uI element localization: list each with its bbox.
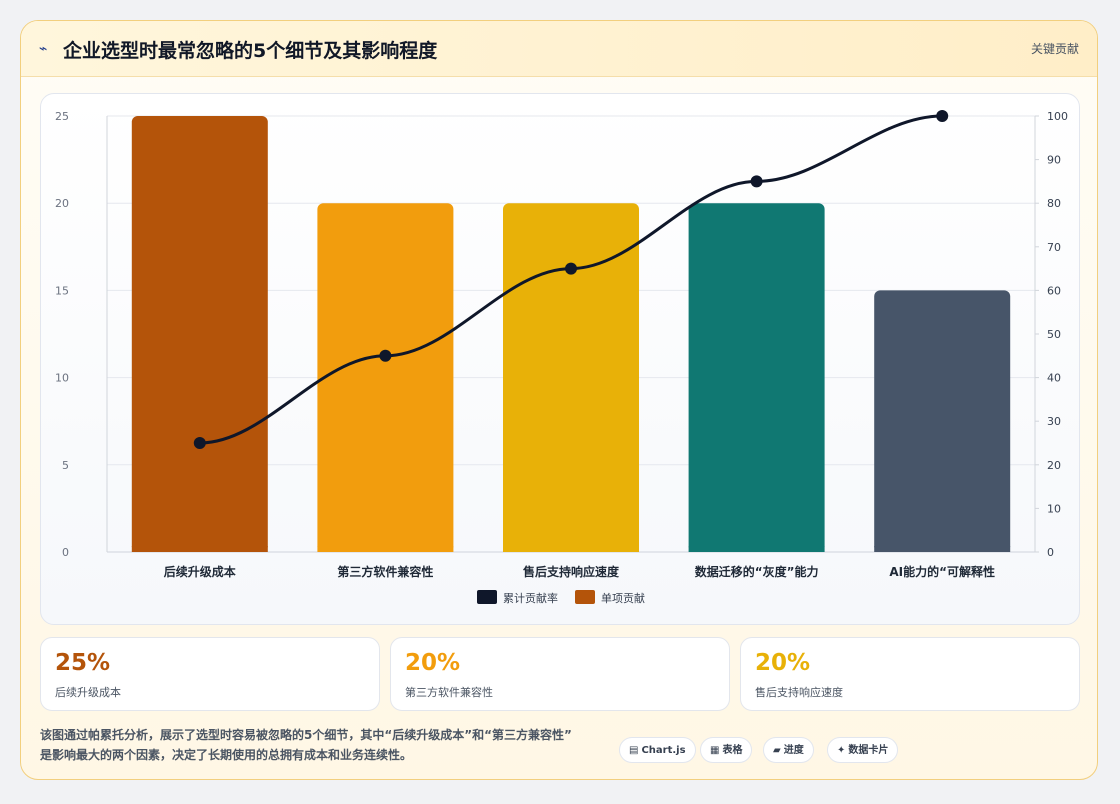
stat-card-1: 25% 后续升级成本 bbox=[40, 637, 380, 711]
chart-description: 该图通过帕累托分析，展示了选型时容易被忽略的5个细节，其中“后续升级成本”和“第… bbox=[40, 725, 620, 765]
y-right-tick-label: 40 bbox=[1047, 372, 1061, 385]
bar-base bbox=[874, 546, 1011, 552]
chip-label: 数据卡片 bbox=[848, 745, 889, 756]
chip-table[interactable]: ▦ 表格 bbox=[700, 737, 753, 763]
chip-label: Chart.js bbox=[641, 745, 686, 756]
chip-chartjs[interactable]: ▤ Chart.js bbox=[619, 737, 696, 763]
y-left-tick-label: 0 bbox=[62, 546, 69, 559]
description-line-2: 是影响最大的两个因素，决定了长期使用的总拥有成本和业务连续性。 bbox=[40, 748, 413, 762]
bar bbox=[688, 203, 825, 552]
y-right-tick-label: 90 bbox=[1047, 154, 1061, 167]
bar bbox=[317, 203, 454, 552]
stat-label: 后续升级成本 bbox=[55, 686, 121, 699]
y-right-tick-label: 70 bbox=[1047, 241, 1061, 254]
bar bbox=[503, 203, 639, 552]
sparkle-icon: ✦ bbox=[837, 745, 846, 756]
y-right-tick-label: 50 bbox=[1047, 328, 1061, 341]
legend-label: 累计贡献率 bbox=[503, 591, 558, 605]
legend-label: 单项贡献 bbox=[601, 591, 645, 605]
chip-progress[interactable]: ▰ 进度 bbox=[763, 737, 814, 763]
x-tick-label: 第三方软件兼容性 bbox=[337, 564, 433, 579]
chart-panel: 0 5 10 15 20 25 0 10 20 30 40 50 60 70 80 90 100 后续升级成本 第三… bbox=[40, 93, 1080, 625]
table-icon: ▦ bbox=[710, 745, 720, 756]
cumulative-point bbox=[750, 175, 763, 188]
cumulative-point bbox=[193, 437, 206, 449]
y-right-tick-label: 100 bbox=[1047, 110, 1068, 123]
x-tick-label: 后续升级成本 bbox=[164, 564, 236, 579]
bar-base bbox=[688, 546, 825, 552]
stat-value: 20% bbox=[405, 650, 461, 676]
y-left-tick-label: 5 bbox=[62, 459, 69, 472]
x-tick-label: 售后支持响应速度 bbox=[523, 564, 620, 579]
legend-swatch bbox=[575, 590, 595, 604]
lightning-icon: ⌁ bbox=[39, 41, 48, 57]
card-header: ⌁ 企业选型时最常忽略的5个细节及其影响程度 关键贡献 bbox=[21, 21, 1097, 77]
y-right-tick-label: 80 bbox=[1047, 197, 1061, 210]
progress-icon: ▰ bbox=[773, 745, 781, 756]
chip-data-cards[interactable]: ✦ 数据卡片 bbox=[827, 737, 899, 763]
legend-swatch bbox=[477, 590, 497, 604]
bar bbox=[131, 116, 268, 552]
description-line-1: 该图通过帕累托分析，展示了选型时容易被忽略的5个细节，其中“后续升级成本”和“第… bbox=[40, 728, 572, 742]
chart-icon: ▤ bbox=[629, 745, 639, 756]
stat-card-3: 20% 售后支持响应速度 bbox=[740, 637, 1080, 711]
stat-value: 25% bbox=[55, 650, 111, 676]
page-title: 企业选型时最常忽略的5个细节及其影响程度 bbox=[63, 40, 438, 62]
cumulative-point bbox=[565, 262, 577, 275]
y-right-tick-label: 60 bbox=[1047, 284, 1061, 297]
y-right-tick-label: 0 bbox=[1047, 546, 1054, 559]
bar bbox=[874, 290, 1011, 552]
header-badge: 关键贡献 bbox=[1030, 42, 1079, 56]
x-tick-label: AI能力的“可解释性 bbox=[889, 564, 995, 579]
bar-base bbox=[317, 546, 454, 552]
bar-base bbox=[503, 546, 639, 552]
stat-card-2: 20% 第三方软件兼容性 bbox=[390, 637, 730, 711]
stat-value: 20% bbox=[755, 650, 811, 676]
y-right-tick-label: 10 bbox=[1047, 502, 1061, 515]
x-tick-label: 数据迁移的“灰度”能力 bbox=[695, 564, 819, 579]
cumulative-point bbox=[379, 349, 392, 362]
chart-card: ⌁ 企业选型时最常忽略的5个细节及其影响程度 关键贡献 0 5 10 15 20 25 0 1… bbox=[20, 20, 1098, 780]
chip-label: 进度 bbox=[783, 745, 804, 756]
bar-base bbox=[131, 546, 268, 552]
stat-label: 第三方软件兼容性 bbox=[405, 686, 493, 699]
y-left-tick-label: 25 bbox=[55, 110, 69, 123]
chip-label: 表格 bbox=[722, 745, 743, 756]
cumulative-point bbox=[936, 110, 949, 122]
y-right-tick-label: 20 bbox=[1047, 459, 1061, 472]
y-right-tick-label: 30 bbox=[1047, 415, 1061, 428]
stat-cards: 25% 后续升级成本 20% 第三方软件兼容性 20% 售后支持响应速度 bbox=[40, 637, 1080, 711]
stat-label: 售后支持响应速度 bbox=[755, 686, 843, 699]
pareto-chart: 0 5 10 15 20 25 0 10 20 30 40 50 60 70 80 90 100 后续升级成本 第三… bbox=[55, 110, 1068, 605]
y-left-tick-label: 10 bbox=[55, 372, 69, 385]
y-left-tick-label: 20 bbox=[55, 197, 69, 210]
y-left-tick-label: 15 bbox=[55, 284, 69, 297]
